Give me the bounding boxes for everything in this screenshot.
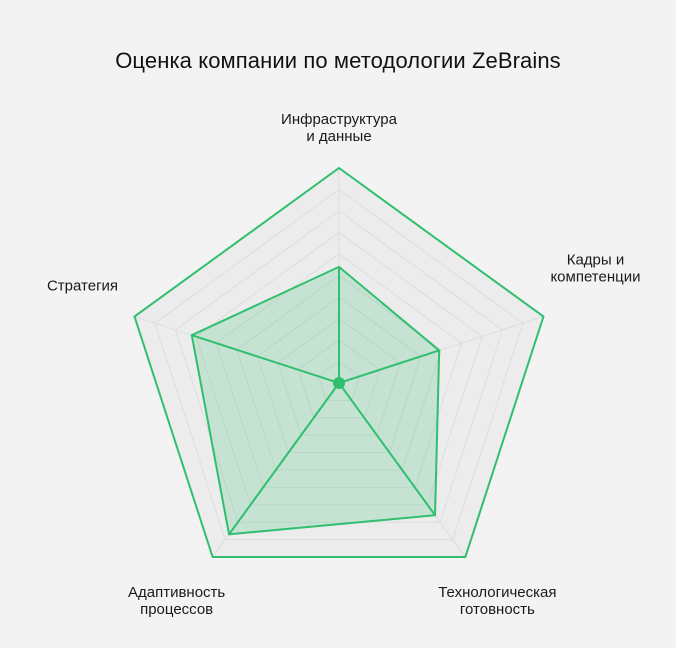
center-dot [333,377,345,389]
axis-label-line: компетенции [550,269,640,286]
grid-ring [154,188,524,541]
axis-label-tech: Технологическая готовность [438,584,556,618]
outer-frame [133,166,545,558]
series-spoke-process [228,382,340,535]
grid-ring [277,317,401,436]
axis-label-line: Адаптивность [128,584,225,601]
axis-label-line: Инфраструктура [281,111,398,128]
axis-label-line: Технологическая [438,584,556,601]
axis-label-process: Адаптивность процессов [128,584,225,618]
axis-label-line: готовность [460,601,535,618]
chart-title: Оценка компании по методологии ZeBrains [115,48,561,73]
axis-label-line: и данные [306,128,371,145]
axis-label-line: Стратегия [47,278,118,295]
series-spoke-strategy [191,334,340,384]
axis-label-infra: Инфраструктура и данные [281,111,398,145]
axis-label-people: Кадры и компетенции [550,252,640,286]
series-spoke-tech [338,382,436,516]
grid-ring [256,296,422,454]
axis-label-line: процессов [140,601,213,618]
series-area [190,265,441,536]
grid-ring [297,339,381,419]
grid-ring [317,360,361,401]
axis-label-strategy: Стратегия [47,278,118,295]
grid-ring [195,231,483,506]
series-spoke-people [338,349,440,384]
axis-label-line: Кадры и [567,252,625,269]
grid-ring [174,210,504,523]
grid-ring [215,253,463,488]
